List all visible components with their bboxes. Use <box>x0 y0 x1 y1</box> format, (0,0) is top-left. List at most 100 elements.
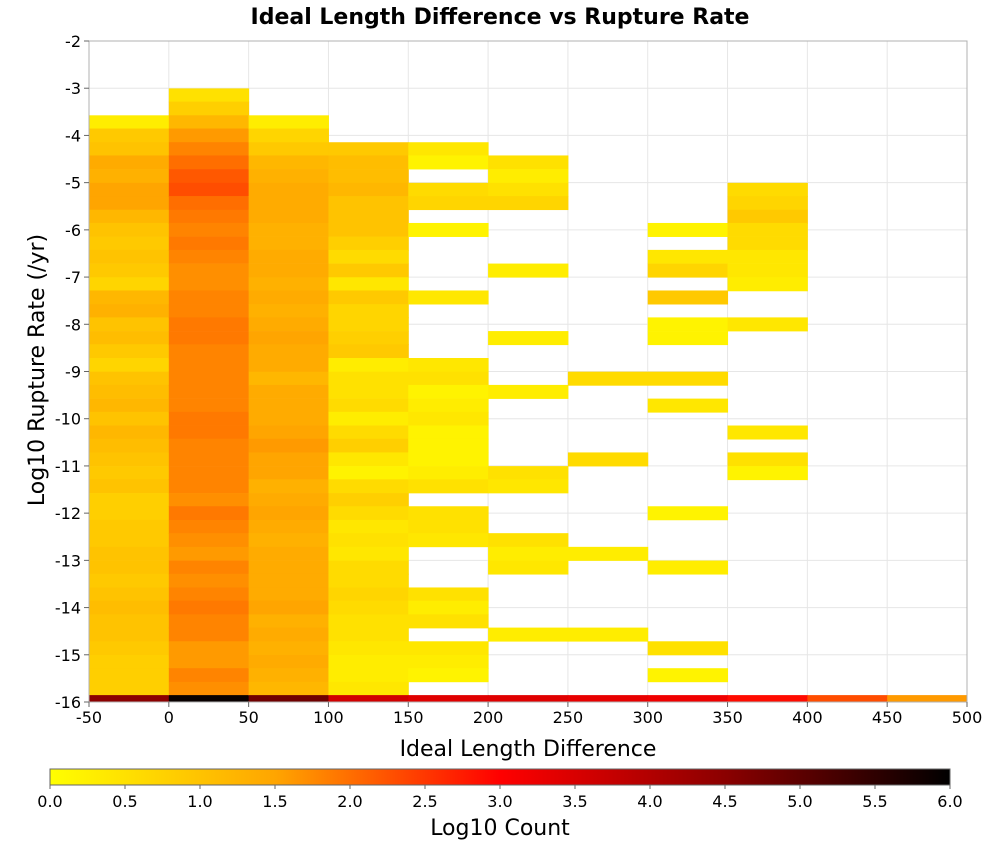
heatmap-cell <box>567 371 649 386</box>
heatmap-cell <box>168 128 250 143</box>
heatmap-cell <box>328 304 409 319</box>
heatmap-cell <box>328 222 409 237</box>
heatmap-cell <box>89 357 170 372</box>
heatmap-cell <box>168 196 250 211</box>
heatmap-cell <box>89 331 170 346</box>
y-tick-label: -13 <box>55 551 81 570</box>
heatmap-cell <box>248 263 329 278</box>
heatmap-cell <box>647 263 729 278</box>
heatmap-cell <box>488 560 569 575</box>
heatmap-cell <box>408 357 489 372</box>
heatmap-cell <box>168 493 250 508</box>
x-tick-label: 300 <box>632 708 663 727</box>
heatmap-cell <box>89 546 170 561</box>
heatmap-cells <box>89 88 968 703</box>
heatmap-cell <box>248 155 329 170</box>
heatmap-cell <box>328 493 409 508</box>
heatmap-cell <box>89 290 170 305</box>
heatmap-cell <box>248 115 329 130</box>
heatmap-cell <box>89 641 170 656</box>
heatmap-cell <box>89 411 170 426</box>
heatmap-cell <box>168 466 250 481</box>
heatmap-cell <box>647 398 729 413</box>
heatmap-cell <box>647 371 729 386</box>
heatmap-cell <box>647 560 729 575</box>
heatmap-cell <box>248 425 329 440</box>
heatmap-cell <box>488 533 569 548</box>
heatmap-cell <box>328 209 409 224</box>
heatmap-cell <box>248 681 329 696</box>
colorbar-tick-label: 3.5 <box>562 792 587 811</box>
heatmap-cell <box>727 452 808 467</box>
y-tick-label: -7 <box>65 268 81 287</box>
heatmap-cell <box>408 384 489 399</box>
heatmap-cell <box>89 466 170 481</box>
heatmap-cell <box>488 466 569 481</box>
y-tick-label: -12 <box>55 504 81 523</box>
heatmap-cell <box>168 479 250 494</box>
heatmap-cell <box>168 573 250 588</box>
heatmap-cell <box>168 519 250 534</box>
colorbar-tick-label: 0.5 <box>112 792 137 811</box>
heatmap-cell <box>727 209 808 224</box>
heatmap-cell <box>408 142 489 157</box>
heatmap-cell <box>328 236 409 251</box>
y-tick-label: -16 <box>55 693 81 712</box>
heatmap-cell <box>248 128 329 143</box>
colorbar-tick-label: 3.0 <box>487 792 512 811</box>
heatmap-cell <box>168 641 250 656</box>
heatmap-cell <box>328 425 409 440</box>
heatmap-cell <box>168 222 250 237</box>
heatmap-cell <box>248 371 329 386</box>
heatmap-cell <box>328 654 409 669</box>
heatmap-cell <box>727 263 808 278</box>
colorbar <box>49 768 951 786</box>
heatmap-cell <box>488 182 569 197</box>
heatmap-cell <box>248 668 329 683</box>
x-tick-label: 200 <box>473 708 504 727</box>
heatmap-cell <box>647 695 729 703</box>
heatmap-cell <box>89 452 170 467</box>
heatmap-cell <box>328 560 409 575</box>
x-tick-label: 500 <box>952 708 983 727</box>
heatmap-cell <box>89 398 170 413</box>
heatmap-cell <box>248 466 329 481</box>
heatmap-cell <box>248 236 329 251</box>
heatmap-cell <box>89 654 170 669</box>
heatmap-cell <box>567 546 649 561</box>
colorbar-label: Log10 Count <box>430 816 570 841</box>
heatmap-cell <box>89 304 170 319</box>
heatmap-cell <box>328 277 409 292</box>
y-tick-label: -8 <box>65 315 81 334</box>
heatmap-cell <box>168 384 250 399</box>
heatmap-cell <box>408 587 489 602</box>
heatmap-cell <box>647 222 729 237</box>
heatmap-cell <box>727 236 808 251</box>
colorbar-tick-label: 1.5 <box>262 792 287 811</box>
heatmap-cell <box>328 506 409 521</box>
heatmap-cell <box>408 533 489 548</box>
heatmap-cell <box>168 344 250 359</box>
heatmap-cell <box>168 668 250 683</box>
heatmap-cell <box>408 411 489 426</box>
heatmap-cell <box>248 479 329 494</box>
colorbar-tick-label: 2.5 <box>412 792 437 811</box>
heatmap-cell <box>168 290 250 305</box>
heatmap-cell <box>727 196 808 211</box>
heatmap-cell <box>168 236 250 251</box>
heatmap-cell <box>328 249 409 264</box>
heatmap-cell <box>248 357 329 372</box>
heatmap-cell <box>168 277 250 292</box>
heatmap-cell <box>248 519 329 534</box>
x-tick-label: 100 <box>313 708 344 727</box>
heatmap-cell <box>248 493 329 508</box>
heatmap-cell <box>248 304 329 319</box>
colorbar-tick-label: 5.0 <box>787 792 812 811</box>
heatmap-cell <box>89 506 170 521</box>
heatmap-cell <box>248 317 329 332</box>
heatmap-cell <box>89 128 170 143</box>
heatmap-cell <box>408 290 489 305</box>
heatmap-cell <box>168 317 250 332</box>
heatmap-cell <box>328 290 409 305</box>
heatmap-cell <box>727 466 808 481</box>
